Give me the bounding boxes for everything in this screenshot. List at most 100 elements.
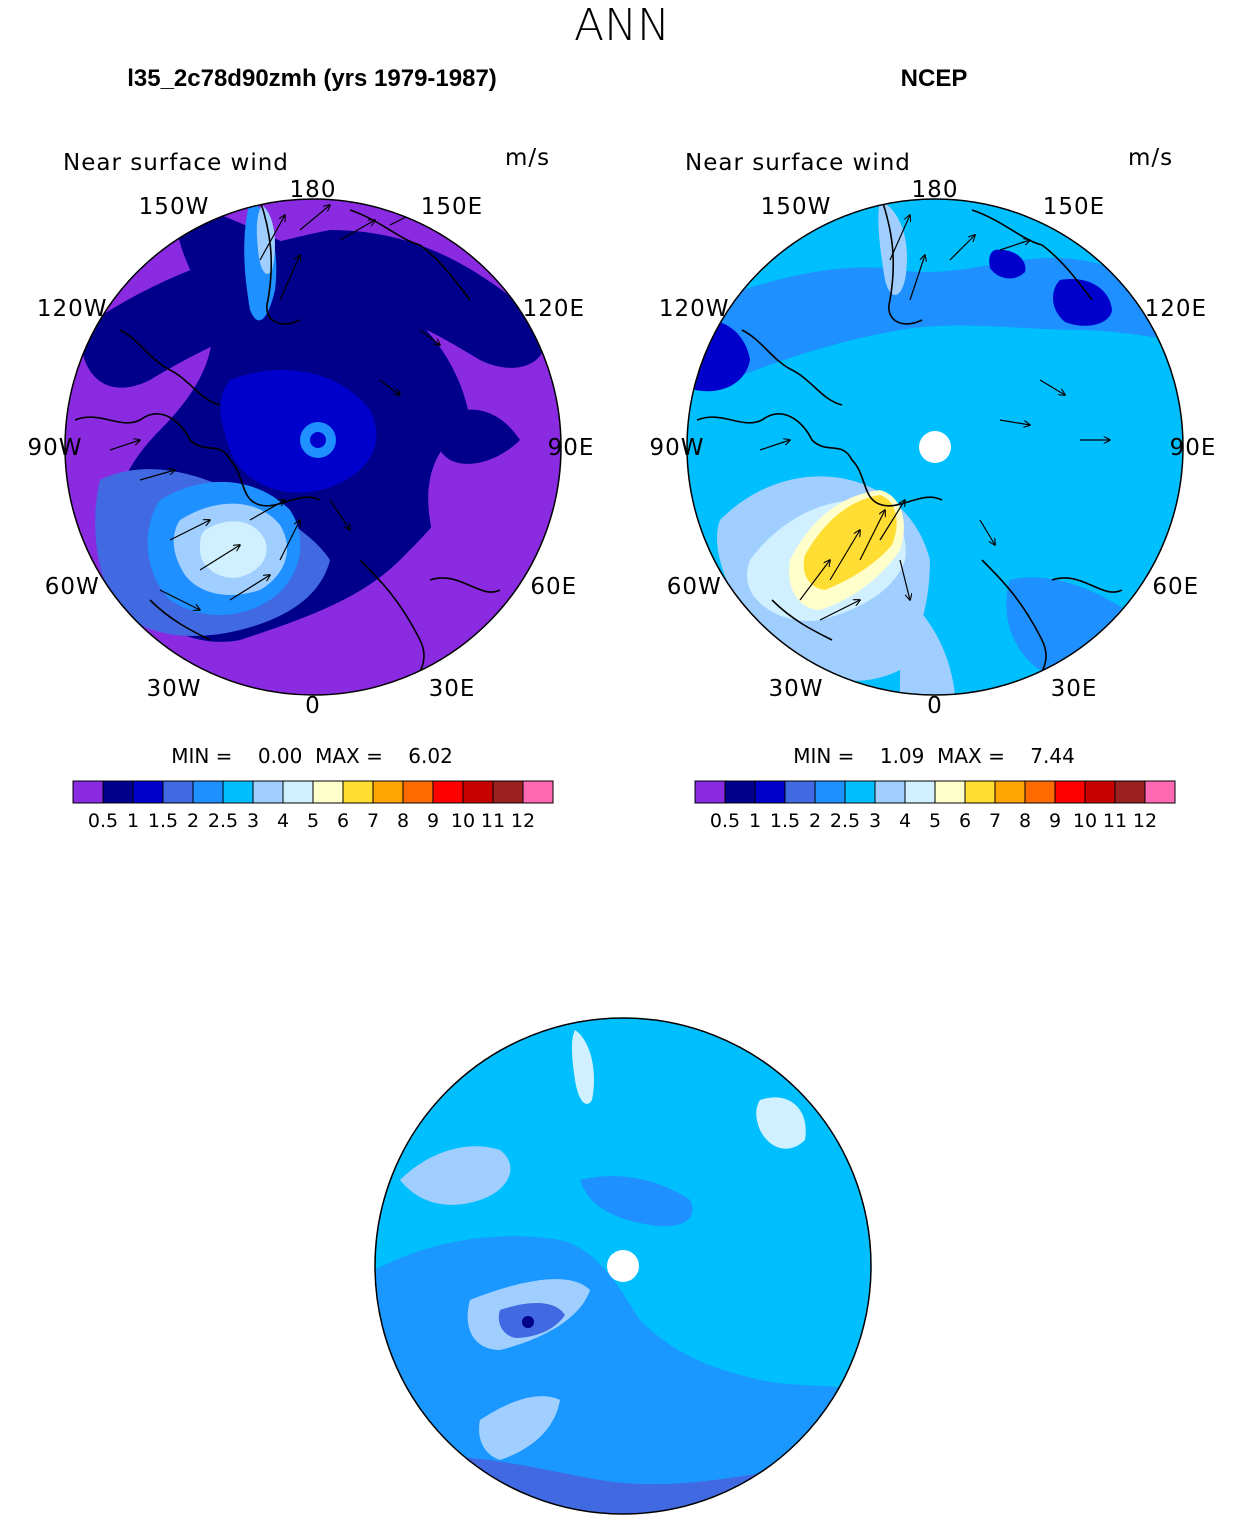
longitude-label: 30E <box>1051 676 1098 702</box>
colorbar-swatch <box>252 780 284 804</box>
colorbar-swatch <box>132 780 164 804</box>
colorbar-tick-label: 6 <box>337 810 349 832</box>
panel-3-map <box>374 1017 872 1515</box>
panel-1-colorbar: 0.5 1 1.5 2 2.5 3 4 5 6 7 8 9 10 11 12 <box>72 780 554 832</box>
colorbar-swatch <box>814 780 846 804</box>
colorbar-tick-label: 4 <box>277 810 289 832</box>
colorbar-tick-label: 11 <box>481 810 505 832</box>
colorbar-tick-label: 2 <box>187 810 199 832</box>
colorbar-swatch <box>282 780 314 804</box>
longitude-label: 150E <box>421 194 483 220</box>
panel-1-title: l35_2c78d90zmh (yrs 1979-1987) <box>127 65 497 92</box>
colorbar-swatch <box>874 780 906 804</box>
colorbar-tick-label: 0.5 <box>88 810 118 832</box>
longitude-label: 90E <box>1170 435 1217 461</box>
panel-3-contour-shade <box>756 1097 806 1149</box>
longitude-label: 30W <box>768 676 823 702</box>
colorbar-tick-label: 2.5 <box>208 810 238 832</box>
colorbar-tick-label: 7 <box>989 810 1001 832</box>
longitude-label: 30E <box>429 676 476 702</box>
longitude-label: 90E <box>548 435 595 461</box>
longitude-label: 180 <box>290 177 337 203</box>
panel-2-min-max-label: MIN = 1.09 MAX = 7.44 <box>793 744 1075 768</box>
colorbar-tick-label: 1 <box>127 810 139 832</box>
colorbar-swatch <box>162 780 194 804</box>
panel-1-contour-shade <box>435 409 520 464</box>
longitude-label: 180 <box>912 177 959 203</box>
colorbar-tick-label: 11 <box>1103 810 1127 832</box>
colorbar-swatch <box>312 780 344 804</box>
colorbar-tick-label: 7 <box>367 810 379 832</box>
colorbar-swatch <box>784 780 816 804</box>
longitude-label: 120E <box>1145 296 1207 322</box>
colorbar-swatch <box>1114 780 1146 804</box>
panel-2-wind-vectors <box>759 215 1110 621</box>
colorbar-swatch <box>994 780 1026 804</box>
colorbar-tick-label: 2 <box>809 810 821 832</box>
colorbar-swatch <box>934 780 966 804</box>
longitude-label: 60E <box>530 574 577 600</box>
colorbar-tick-label: 10 <box>1073 810 1097 832</box>
colorbar-swatch <box>754 780 786 804</box>
colorbar-swatch <box>724 780 756 804</box>
colorbar-tick-label: 5 <box>929 810 941 832</box>
colorbar-tick-label: 0.5 <box>710 810 740 832</box>
colorbar-swatch <box>1024 780 1056 804</box>
panel-1-map-boundary <box>64 198 562 696</box>
colorbar-tick-label: 5 <box>307 810 319 832</box>
panel-2-units-label: m/s <box>1128 145 1173 171</box>
colorbar-swatch <box>1144 780 1176 804</box>
panel-3-contour-shade <box>522 1316 534 1328</box>
colorbar-tick-label: 6 <box>959 810 971 832</box>
colorbar-tick-label: 10 <box>451 810 475 832</box>
longitude-label: 120E <box>523 296 585 322</box>
colorbar-swatch <box>102 780 134 804</box>
panel-2-title: NCEP <box>901 65 968 92</box>
panel-2-colorbar: 0.5 1 1.5 2 2.5 3 4 5 6 7 8 9 10 11 12 <box>694 780 1176 832</box>
colorbar-swatch <box>492 780 524 804</box>
panel-3-contour-shade <box>571 1030 595 1104</box>
panel-2-contour-shade <box>1053 279 1112 326</box>
longitude-label: 150W <box>139 194 210 220</box>
colorbar-swatch <box>904 780 936 804</box>
panel-2-contour-shade <box>989 249 1026 279</box>
panel-1-min-max-label: MIN = 0.00 MAX = 6.02 <box>171 744 453 768</box>
longitude-label: 90W <box>649 435 704 461</box>
panel-1-wind-vectors <box>109 205 440 610</box>
colorbar-swatch <box>844 780 876 804</box>
panel-2-map <box>686 198 1184 696</box>
panel-2-longitude-labels: 180 150E 120E 90E 60E 30E 0 30W 60W 90W 120W 150W <box>649 177 1217 719</box>
colorbar-tick-label: 8 <box>397 810 409 832</box>
colorbar-tick-label: 8 <box>1019 810 1031 832</box>
panel-2-missing-data-pole <box>919 431 951 463</box>
panel-1-longitude-labels: 180 150E 120E 90E 60E 30E 0 30W 60W 90W 120W 150W <box>27 177 595 719</box>
longitude-label: 60W <box>45 574 100 600</box>
colorbar-tick-label: 1 <box>749 810 761 832</box>
panel-2-contour-shade <box>900 600 955 695</box>
panel-2-variable-label: Near surface wind <box>685 150 911 176</box>
colorbar-swatch <box>342 780 374 804</box>
panel-3-map-boundary <box>374 1017 872 1515</box>
colorbar-tick-label: 4 <box>899 810 911 832</box>
colorbar-swatch <box>462 780 494 804</box>
longitude-label: 30W <box>146 676 201 702</box>
panel-1-variable-label: Near surface wind <box>63 150 289 176</box>
longitude-label: 0 <box>305 693 321 719</box>
longitude-label: 90W <box>27 435 82 461</box>
colorbar-tick-label: 12 <box>511 810 535 832</box>
colorbar-swatch <box>964 780 996 804</box>
panel-2-map-boundary <box>686 198 1184 696</box>
longitude-label: 0 <box>927 693 943 719</box>
colorbar-swatch <box>222 780 254 804</box>
longitude-label: 60W <box>667 574 722 600</box>
longitude-label: 60E <box>1152 574 1199 600</box>
colorbar-swatch <box>192 780 224 804</box>
panel-3-contour-shade <box>479 1396 560 1460</box>
colorbar-swatch <box>694 780 726 804</box>
panel-1-contour-shade <box>310 432 326 448</box>
panel-1-map <box>64 198 562 696</box>
longitude-label: 120W <box>659 296 730 322</box>
figure-title: ANN <box>574 0 670 51</box>
colorbar-swatch <box>372 780 404 804</box>
